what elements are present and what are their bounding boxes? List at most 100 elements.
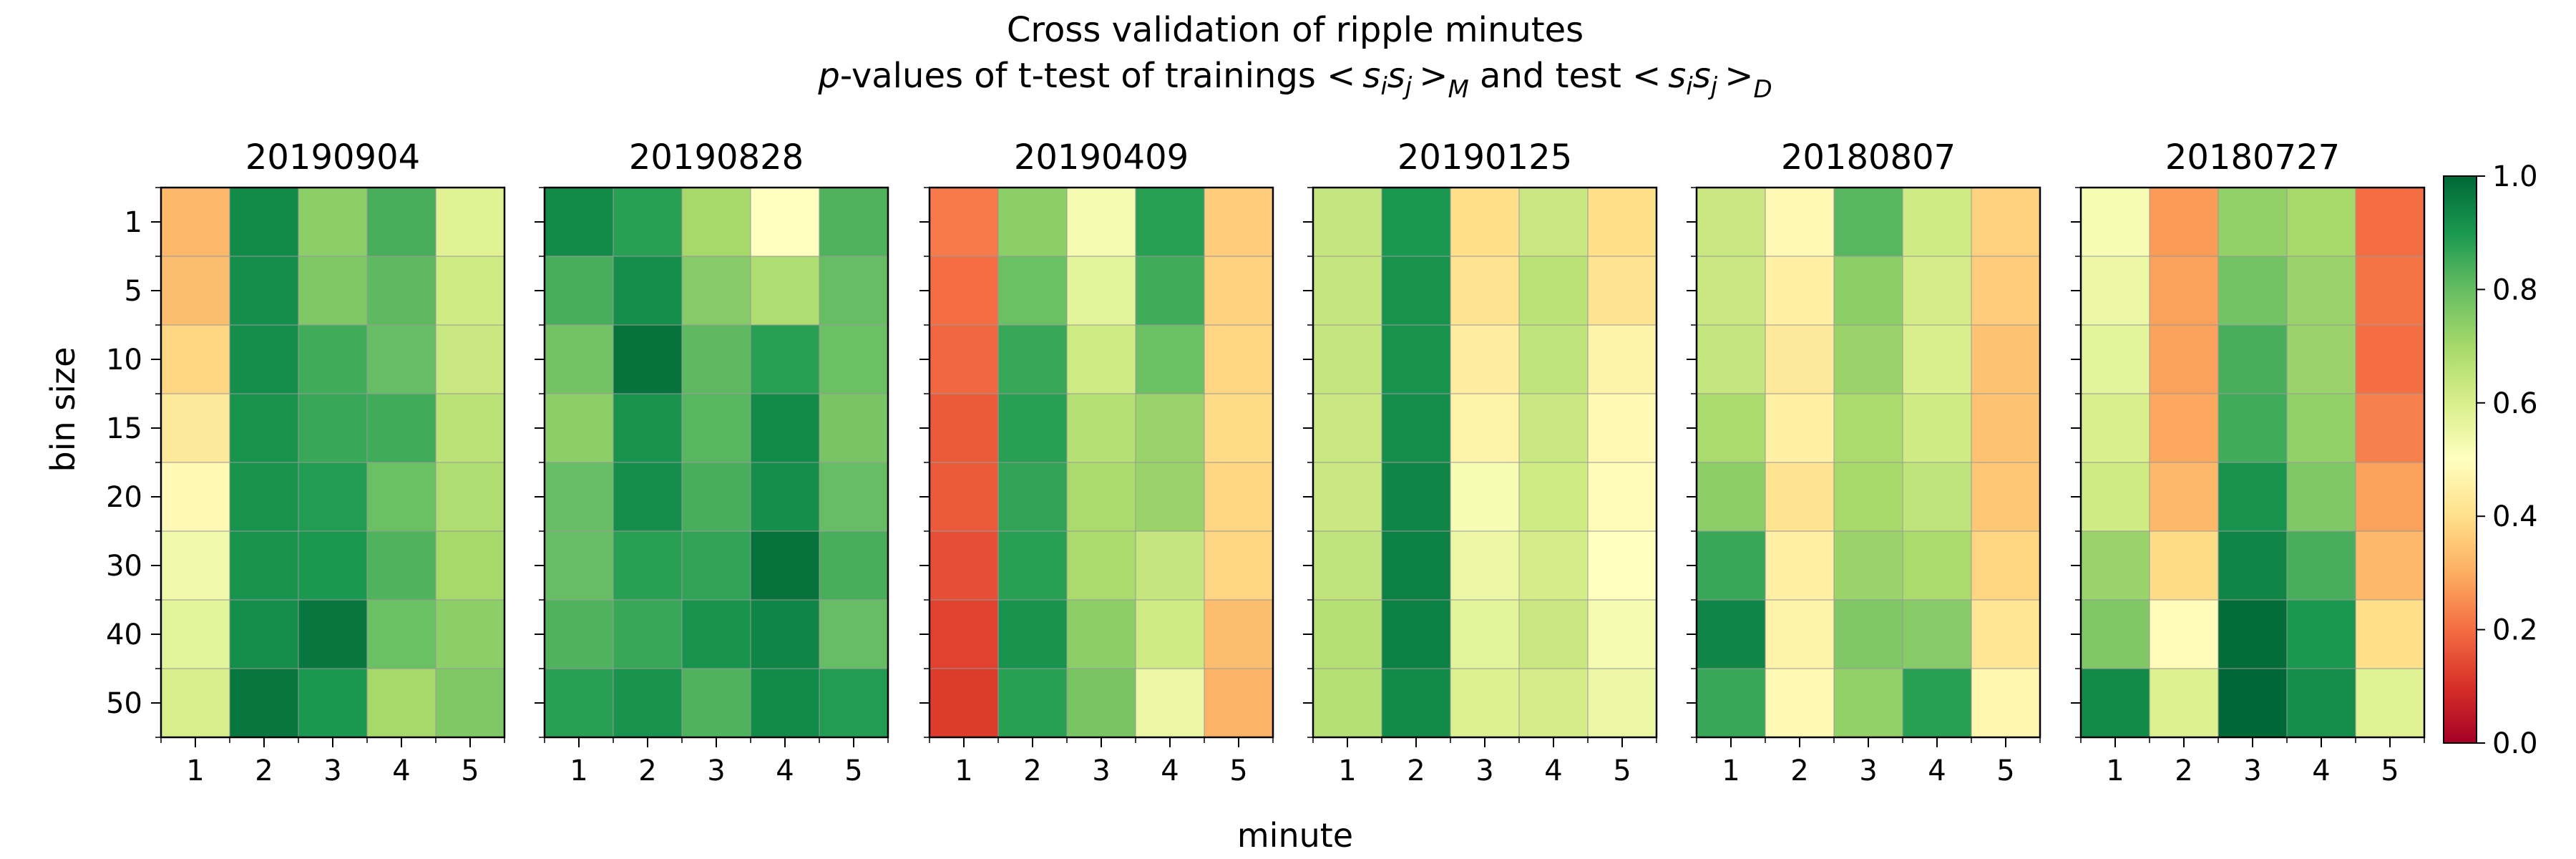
- heatmap-cell: [229, 187, 299, 257]
- heatmap-cell: [1971, 599, 2041, 669]
- heatmap-cell: [2080, 668, 2150, 738]
- heatmap-cell: [366, 668, 436, 738]
- heatmap-cell: [1312, 462, 1382, 532]
- heatmap-cell: [2149, 187, 2219, 257]
- heatmap-cell: [1518, 256, 1589, 326]
- heatmap-cell: [2080, 324, 2150, 394]
- heatmap-cell: [613, 668, 683, 738]
- heatmap-cell: [1135, 462, 1205, 532]
- heatmap-cell: [1204, 530, 1274, 601]
- heatmap-cell: [997, 599, 1068, 669]
- heatmap-cell: [2149, 599, 2219, 669]
- heatmap-cell: [1066, 668, 1136, 738]
- heatmap-cell: [1518, 187, 1589, 257]
- heatmap-cell: [1381, 187, 1451, 257]
- heatmap-cell: [1135, 530, 1205, 601]
- heatmap-cell: [2355, 324, 2425, 394]
- heatmap-cell: [681, 187, 751, 257]
- heatmap-cell: [1765, 462, 1835, 532]
- heatmap-cell: [613, 256, 683, 326]
- colorbar-tick-label: 0.8: [2492, 273, 2538, 306]
- heatmap-cell: [2149, 462, 2219, 532]
- heatmap-cell: [366, 599, 436, 669]
- heatmap-cell: [1765, 324, 1835, 394]
- x-tick-label: 2: [1790, 754, 1808, 787]
- heatmap-cell: [2218, 256, 2288, 326]
- heatmap-cell: [2080, 530, 2150, 601]
- panel-title: 20190828: [629, 137, 804, 178]
- heatmap-cell: [1765, 393, 1835, 463]
- heatmap-cell: [544, 393, 614, 463]
- heatmap-cell: [1312, 668, 1382, 738]
- heatmap-cell: [929, 393, 999, 463]
- x-tick-label: 1: [570, 754, 587, 787]
- math-m-i: i: [1380, 72, 1387, 101]
- heatmap-cell: [929, 599, 999, 669]
- x-tick-label: 2: [638, 754, 656, 787]
- x-tick-label: 1: [955, 754, 972, 787]
- heatmap-cell: [819, 393, 889, 463]
- heatmap-cell: [819, 668, 889, 738]
- heatmap-cell: [366, 393, 436, 463]
- heatmap-cell: [1312, 393, 1382, 463]
- x-tick-label: 4: [1544, 754, 1562, 787]
- math-m-sub: M: [1448, 75, 1468, 104]
- heatmap-cell: [160, 256, 230, 326]
- heatmap-cell: [366, 530, 436, 601]
- x-tick-label: 5: [1996, 754, 2014, 787]
- heatmap-cell: [160, 668, 230, 738]
- panel-title: 20190125: [1397, 137, 1572, 178]
- heatmap-cell: [1204, 599, 1274, 669]
- heatmap-cell: [750, 462, 820, 532]
- heatmap-cell: [929, 530, 999, 601]
- heatmap-cell: [1833, 256, 1903, 326]
- heatmap-cell: [2080, 393, 2150, 463]
- x-axis-label: minute: [1237, 816, 1353, 855]
- heatmap-cell: [1312, 256, 1382, 326]
- heatmap-cell: [1587, 256, 1657, 326]
- heatmap-cell: [2286, 187, 2356, 257]
- heatmap-cell: [1312, 599, 1382, 669]
- y-tick-label: 30: [106, 550, 142, 583]
- heatmap-cell: [2355, 462, 2425, 532]
- heatmap-cell: [2355, 599, 2425, 669]
- heatmap-cell: [298, 462, 368, 532]
- heatmap-cell: [2286, 256, 2356, 326]
- heatmap-cell: [2149, 393, 2219, 463]
- heatmap-cell: [1696, 462, 1766, 532]
- x-tick-label: 3: [2243, 754, 2261, 787]
- x-tick-label: 4: [1928, 754, 1946, 787]
- x-tick-label: 3: [1859, 754, 1877, 787]
- x-tick-label: 1: [1338, 754, 1356, 787]
- suptitle-line2-b: and test: [1469, 56, 1632, 96]
- heatmap-cell: [2355, 187, 2425, 257]
- heatmap-cell: [544, 187, 614, 257]
- heatmap-cell: [819, 530, 889, 601]
- colorbar-tick-label: 0.6: [2492, 387, 2538, 420]
- heatmap-cell: [1902, 324, 1972, 394]
- y-axis-label: bin size: [44, 347, 82, 472]
- heatmap-cell: [613, 462, 683, 532]
- heatmap-cell: [1971, 462, 2041, 532]
- panel-title: 20180807: [1781, 137, 1956, 178]
- heatmap-cell: [544, 530, 614, 601]
- math-m-right: >: [1419, 56, 1448, 96]
- heatmap-cell: [1696, 324, 1766, 394]
- heatmap-cell: [229, 256, 299, 326]
- heatmap-cell: [1312, 530, 1382, 601]
- heatmap-cell: [366, 462, 436, 532]
- heatmap-cell: [1204, 462, 1274, 532]
- heatmap-cell: [750, 324, 820, 394]
- heatmap-cell: [1518, 530, 1589, 601]
- x-tick-label: 5: [461, 754, 479, 787]
- heatmap-cell: [1587, 187, 1657, 257]
- heatmap-cell: [1204, 187, 1274, 257]
- heatmap-cell: [819, 462, 889, 532]
- heatmap-panel: 20190828 1 2 3 4 5: [535, 137, 889, 787]
- heatmap-cell: [2286, 393, 2356, 463]
- heatmap-cell: [613, 599, 683, 669]
- heatmap-cell: [544, 324, 614, 394]
- heatmap-cell: [2355, 393, 2425, 463]
- x-tick-label: 4: [1161, 754, 1179, 787]
- heatmap-panel: 20180807 1 2 3 4 5: [1687, 137, 2041, 787]
